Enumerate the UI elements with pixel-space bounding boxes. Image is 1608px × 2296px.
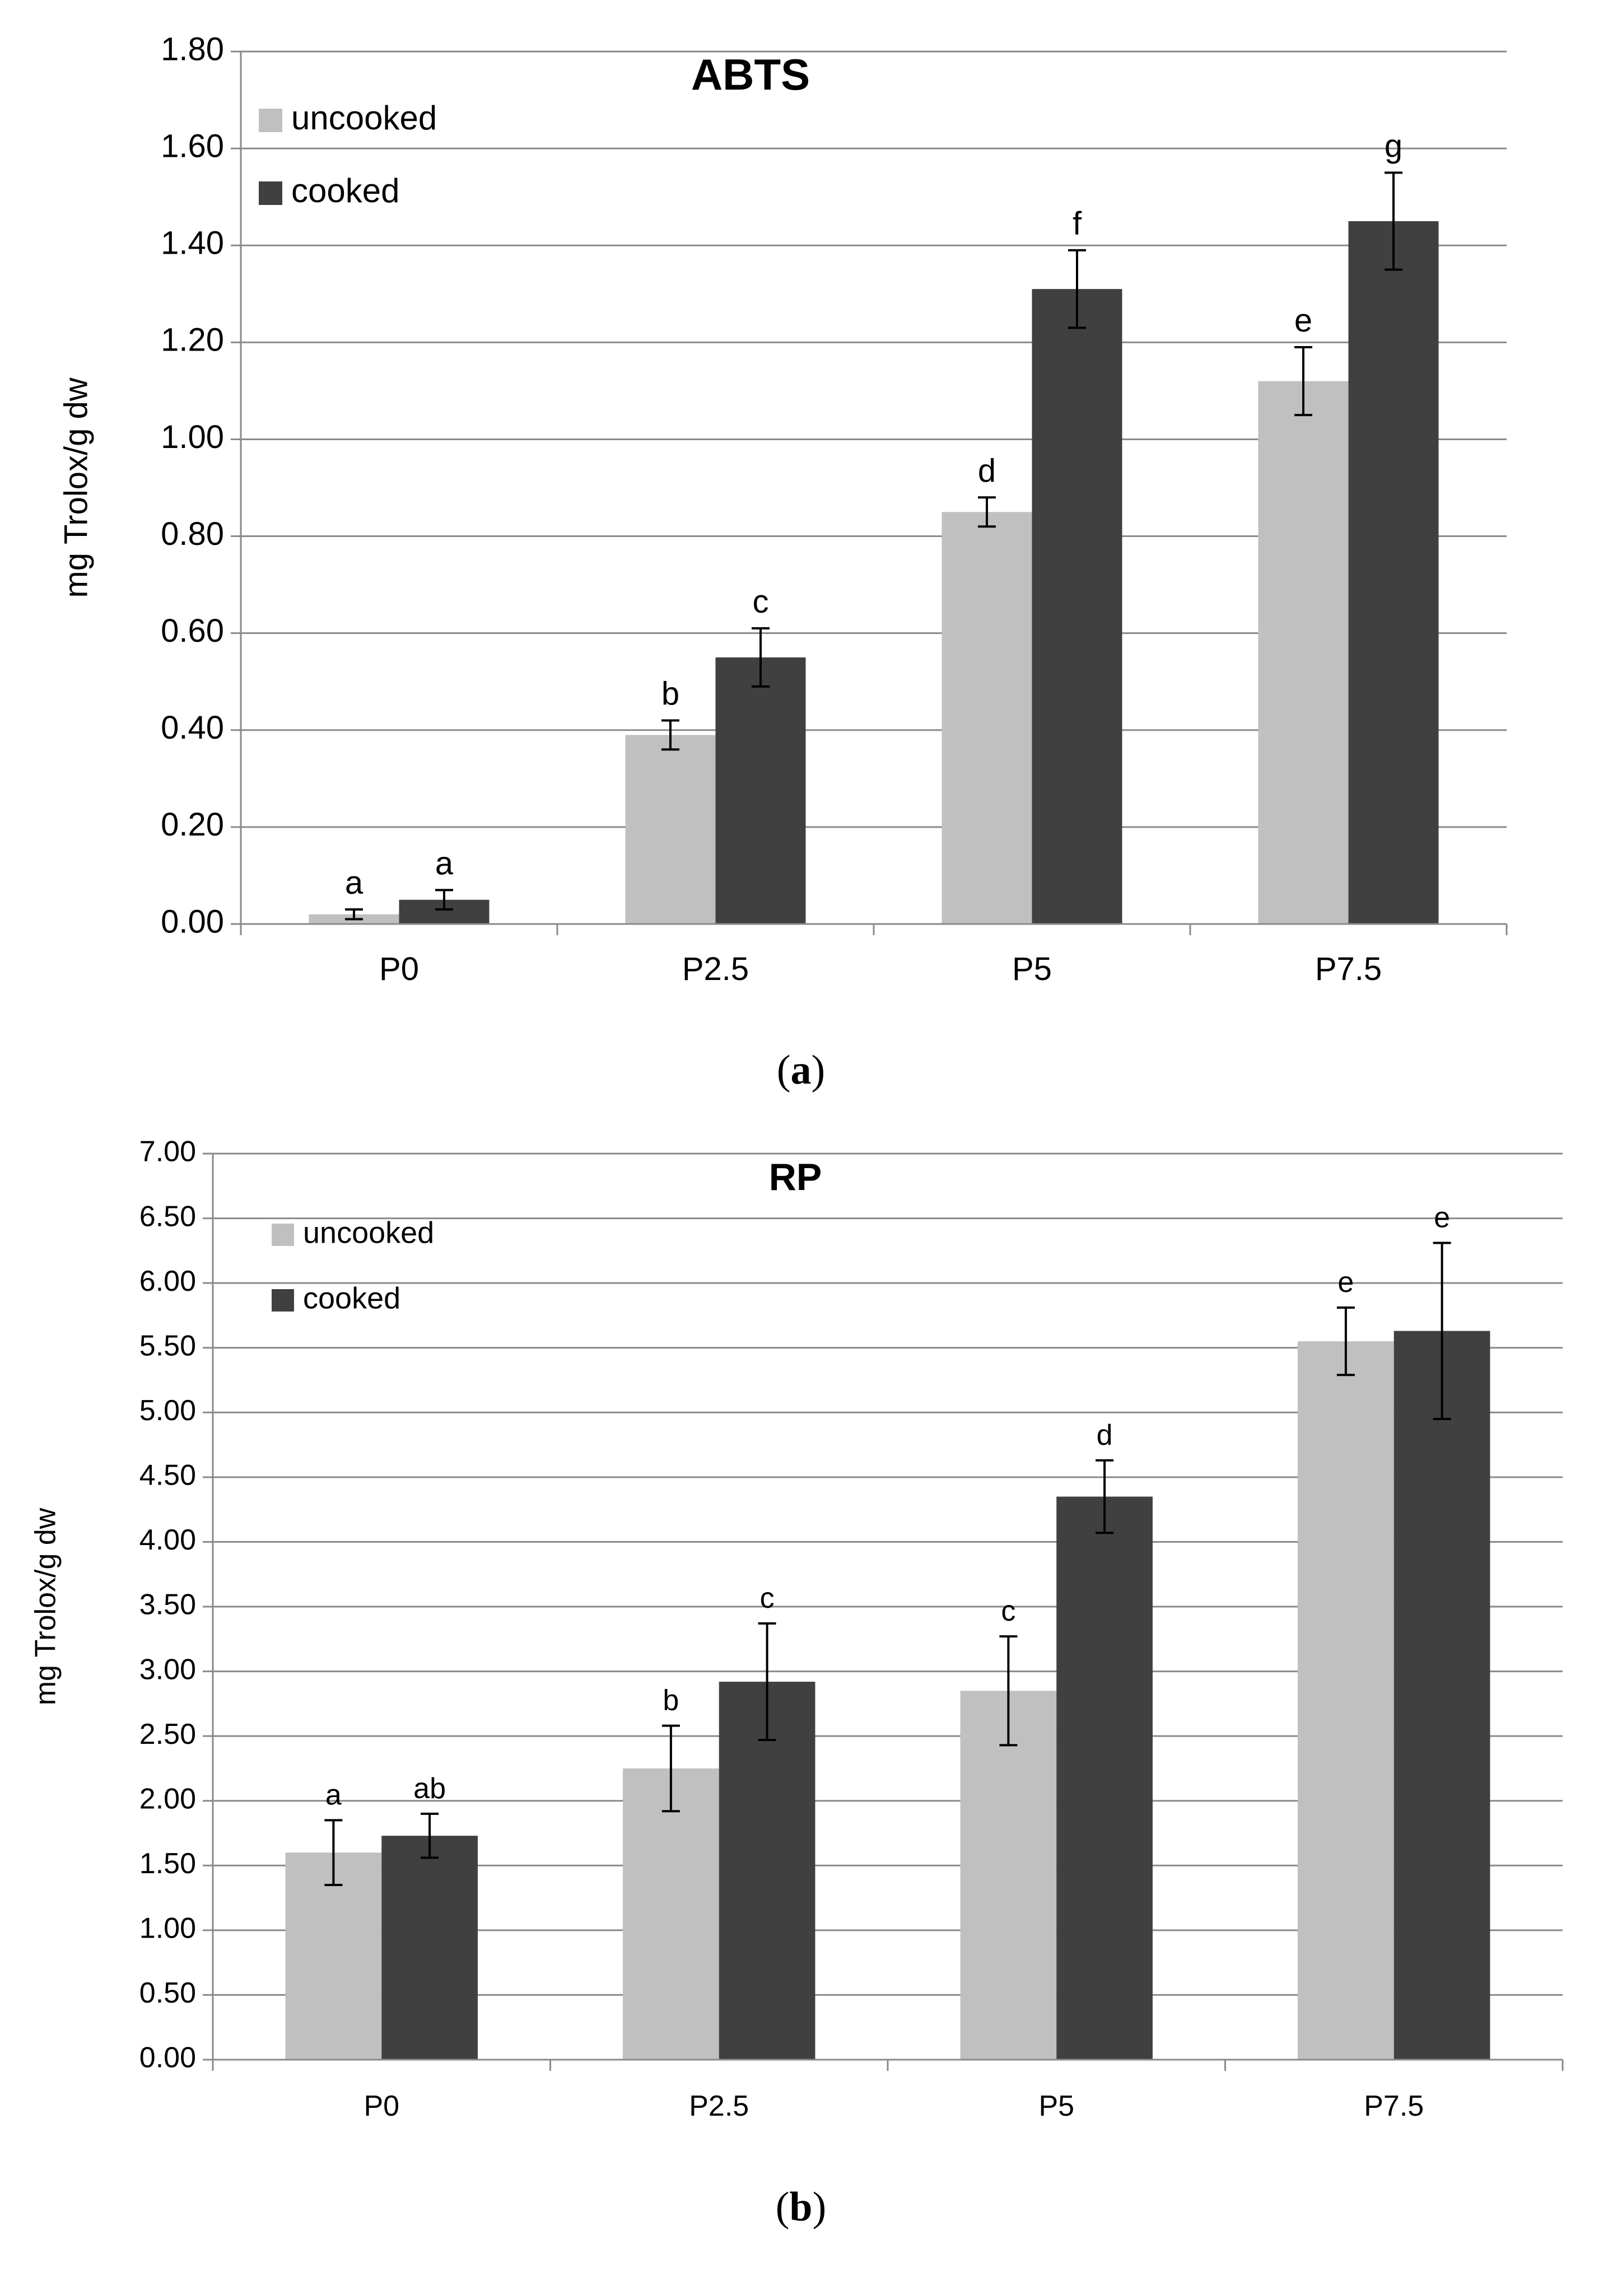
y-tick-label: 0.60 — [161, 613, 224, 649]
y-tick-label: 3.00 — [139, 1653, 196, 1686]
legend-label-cooked: cooked — [303, 1281, 400, 1315]
y-tick-label: 0.40 — [161, 710, 224, 746]
bar-cooked-P5 — [1056, 1496, 1153, 2060]
x-tick-label: P0 — [363, 2090, 399, 2122]
bar-uncooked-P2.5 — [625, 735, 716, 924]
caption-letter: a — [791, 1047, 812, 1093]
significance-letter: d — [978, 452, 996, 489]
y-tick-label: 6.00 — [139, 1265, 196, 1298]
bar-cooked-P7.5 — [1393, 1331, 1490, 2060]
caption-paren-open: ( — [776, 2184, 790, 2230]
legend-swatch-uncooked — [272, 1224, 294, 1246]
legend-swatch-cooked — [259, 181, 282, 205]
y-tick-label: 5.50 — [139, 1329, 196, 1362]
chart-panel-abts: 0.00 0.20 0.40 0.60 0.80 1.00 1.20 1.40 1.60 1.80… — [58, 31, 1508, 1093]
y-tick-label: 0.20 — [161, 806, 224, 843]
legend-label-uncooked: uncooked — [303, 1216, 434, 1249]
y-tick-label: 1.00 — [139, 1912, 196, 1945]
significance-letter: a — [325, 1779, 342, 1811]
significance-letter: g — [1385, 128, 1402, 164]
y-tick-label: 1.60 — [161, 128, 224, 164]
y-tick-label: 3.50 — [139, 1589, 196, 1621]
y-tick-label: 2.50 — [139, 1718, 196, 1751]
figure-caption: (b) — [776, 2184, 826, 2230]
bar-cooked-P7.5 — [1348, 221, 1439, 924]
x-tick-label: P2.5 — [682, 951, 749, 987]
significance-letter: e — [1337, 1266, 1354, 1299]
significance-letter: c — [1001, 1595, 1015, 1627]
significance-letter: f — [1073, 206, 1082, 242]
legend-label-uncooked: uncooked — [291, 99, 437, 137]
significance-letter: e — [1294, 302, 1312, 339]
significance-letter: c — [753, 584, 769, 620]
y-tick-label: 0.80 — [161, 516, 224, 552]
significance-letter: b — [661, 675, 679, 712]
caption-paren-open: ( — [777, 1047, 791, 1093]
bar-uncooked-P0 — [285, 1852, 382, 2060]
significance-letter: ab — [413, 1772, 446, 1805]
y-axis-label: mg Trolox/g dw — [58, 377, 94, 598]
significance-letter: e — [1434, 1201, 1450, 1234]
significance-letter: b — [663, 1684, 679, 1717]
bar-uncooked-P5 — [942, 512, 1032, 924]
bar-uncooked-P5 — [960, 1691, 1057, 2060]
y-tick-label: 6.50 — [139, 1200, 196, 1233]
caption-paren-close: ) — [813, 2184, 827, 2230]
x-tick-label: P7.5 — [1315, 951, 1382, 987]
chart-title: ABTS — [691, 50, 810, 99]
caption-paren-close: ) — [812, 1047, 826, 1093]
y-tick-label: 2.00 — [139, 1782, 196, 1815]
bar-cooked-P5 — [1032, 289, 1122, 924]
bar-cooked-P2.5 — [715, 657, 806, 924]
y-tick-label: 1.50 — [139, 1847, 196, 1880]
caption-letter: b — [789, 2184, 812, 2230]
legend-swatch-cooked — [272, 1289, 294, 1312]
y-tick-label: 0.50 — [139, 1977, 196, 2009]
x-tick-label: P0 — [379, 951, 419, 987]
y-tick-label: 1.40 — [161, 225, 224, 262]
significance-letter: d — [1097, 1419, 1113, 1452]
y-tick-label: 5.00 — [139, 1394, 196, 1427]
x-tick-label: P2.5 — [689, 2090, 749, 2122]
y-tick-label: 7.00 — [139, 1136, 196, 1168]
significance-letter: a — [435, 845, 454, 881]
legend-label-cooked: cooked — [291, 172, 399, 209]
bar-cooked-P2.5 — [719, 1682, 815, 2060]
bar-uncooked-P2.5 — [623, 1768, 719, 2060]
significance-letter: c — [760, 1582, 775, 1614]
y-tick-label: 1.00 — [161, 419, 224, 455]
y-tick-label: 1.20 — [161, 322, 224, 358]
y-tick-label: 4.50 — [139, 1459, 196, 1492]
x-tick-label: P5 — [1012, 951, 1052, 987]
bar-uncooked-P7.5 — [1298, 1341, 1394, 2060]
legend-swatch-uncooked — [259, 109, 282, 132]
y-tick-label: 4.00 — [139, 1524, 196, 1556]
x-tick-label: P7.5 — [1364, 2090, 1424, 2122]
bar-uncooked-P7.5 — [1258, 381, 1349, 924]
y-tick-label: 1.80 — [161, 31, 224, 67]
figure-caption: (a) — [777, 1047, 825, 1093]
chart-panel-rp: 0.00 0.50 1.00 1.50 2.00 2.50 3.00 3.50 4.00 4.50… — [30, 1136, 1564, 2230]
x-tick-label: P5 — [1038, 2090, 1074, 2122]
bar-cooked-P0 — [381, 1836, 478, 2060]
y-tick-label: 0.00 — [161, 903, 224, 940]
chart-title: RP — [769, 1156, 822, 1198]
y-axis-label: mg Trolox/g dw — [30, 1508, 62, 1705]
y-tick-label: 0.00 — [139, 2042, 196, 2074]
significance-letter: a — [345, 865, 363, 901]
